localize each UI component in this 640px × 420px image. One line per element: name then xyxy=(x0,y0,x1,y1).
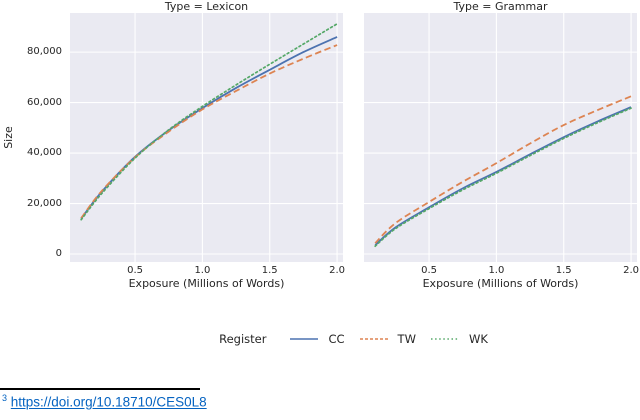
footnote-link[interactable]: https://doi.org/10.18710/CES0L8 xyxy=(10,394,207,410)
grammar-plot-area xyxy=(364,13,637,262)
panel-title-grammar: Type = Grammar xyxy=(453,0,548,13)
legend-label-cc: CC xyxy=(328,332,345,346)
y-tick-label: 80,000 xyxy=(27,46,62,58)
legend-label-wk: WK xyxy=(468,332,488,346)
series-line-tw xyxy=(374,95,632,244)
footnote-separator xyxy=(0,388,200,390)
x-tick-label: 1.5 xyxy=(555,265,572,276)
legend-title: Register xyxy=(219,332,267,346)
y-tick-label: 0 xyxy=(55,248,62,259)
x-tick-label: 2.0 xyxy=(329,265,346,276)
lexicon-plot-area xyxy=(70,13,343,262)
x-tick-label: 2.0 xyxy=(623,265,640,276)
x-tick-label: 0.5 xyxy=(421,265,437,276)
series-line-tw xyxy=(80,44,338,219)
series-line-wk xyxy=(80,23,338,221)
series-line-wk xyxy=(374,107,632,248)
x-tick-label: 1.5 xyxy=(261,265,278,276)
legend-line-cc-icon xyxy=(290,338,319,340)
x-axis-label-lexicon: Exposure (Millions of Words) xyxy=(128,277,285,290)
legend-item-wk: WK xyxy=(430,332,488,346)
legend-item-cc: CC xyxy=(290,332,345,346)
legend-line-wk-icon xyxy=(430,338,459,340)
x-axis-label-grammar: Exposure (Millions of Words) xyxy=(422,277,579,290)
x-tick-label: 0.5 xyxy=(127,265,143,276)
legend-label-tw: TW xyxy=(397,332,416,346)
series-line-cc xyxy=(374,106,632,246)
legend: Register CC TW WK xyxy=(70,330,637,348)
x-tick-label: 1.0 xyxy=(194,265,211,276)
footnote-marker: 3 xyxy=(2,393,8,403)
legend-items: CC TW WK xyxy=(290,332,488,346)
legend-line-tw-icon xyxy=(359,338,388,340)
legend-item-tw: TW xyxy=(359,332,416,346)
x-tick-label: 1.0 xyxy=(488,265,505,276)
footnote: 3 https://doi.org/10.18710/CES0L8 xyxy=(2,393,207,410)
y-axis-label-text: Size xyxy=(1,126,15,149)
panel-background xyxy=(364,13,637,262)
panel-background xyxy=(70,13,343,262)
y-tick-label: 60,000 xyxy=(27,96,62,108)
y-tick-label: 40,000 xyxy=(27,147,62,159)
y-tick-label: 20,000 xyxy=(27,197,62,209)
panel-title-lexicon: Type = Lexicon xyxy=(164,0,249,13)
